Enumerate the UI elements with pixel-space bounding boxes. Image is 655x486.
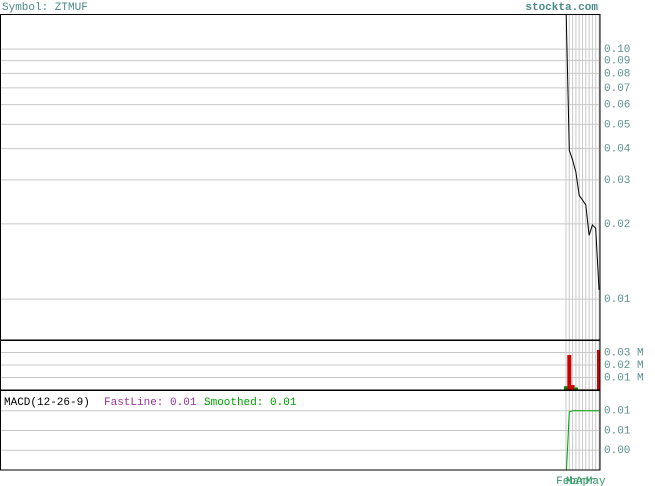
indicator-label: MACD(12-26-9)	[4, 397, 90, 409]
legend-entry: Smoothed: 0.01	[204, 397, 297, 409]
volume-bar	[573, 387, 578, 390]
y-tick-label: 0.01	[604, 425, 631, 437]
volume-bar	[597, 350, 600, 390]
y-tick-label: 0.02	[604, 219, 630, 231]
y-tick-label: 0.01 M	[604, 372, 644, 384]
y-tick-label: 0.06	[604, 100, 630, 112]
y-tick-label: 0.02 M	[604, 360, 644, 372]
site: stockta.com	[525, 2, 598, 14]
y-tick-label: 0.10	[604, 44, 630, 56]
y-tick-label: 0.05	[604, 119, 630, 131]
y-tick-label: 0.03	[604, 175, 630, 187]
y-tick-label: 0.01	[604, 294, 631, 306]
x-tick-label: Mar	[566, 476, 586, 486]
panel-frame	[0, 14, 601, 341]
y-tick-label: 0.01	[604, 406, 631, 418]
y-tick-label: 0.00	[604, 445, 630, 457]
plot	[565, 15, 600, 290]
plot	[565, 410, 599, 470]
x-tick-label: Apr	[576, 476, 596, 486]
price-line	[565, 410, 599, 470]
x-tick-label: May	[586, 476, 606, 486]
y-tick-label: 0.07	[604, 83, 630, 95]
panel-frame	[0, 390, 601, 471]
x-tick-label: Feb	[556, 476, 576, 486]
price-line	[565, 15, 600, 290]
y-tick-label: 0.03 M	[604, 347, 644, 359]
volume-bar	[570, 385, 575, 390]
y-tick-label: 0.04	[604, 144, 631, 156]
volume-bar	[567, 355, 572, 390]
symbol: Symbol: ZTMUF	[2, 2, 88, 14]
volume-bar	[564, 386, 568, 390]
y-tick-label: 0.09	[604, 56, 630, 68]
legend-entry: FastLine: 0.01	[104, 397, 197, 409]
y-tick-label: 0.08	[604, 68, 630, 80]
